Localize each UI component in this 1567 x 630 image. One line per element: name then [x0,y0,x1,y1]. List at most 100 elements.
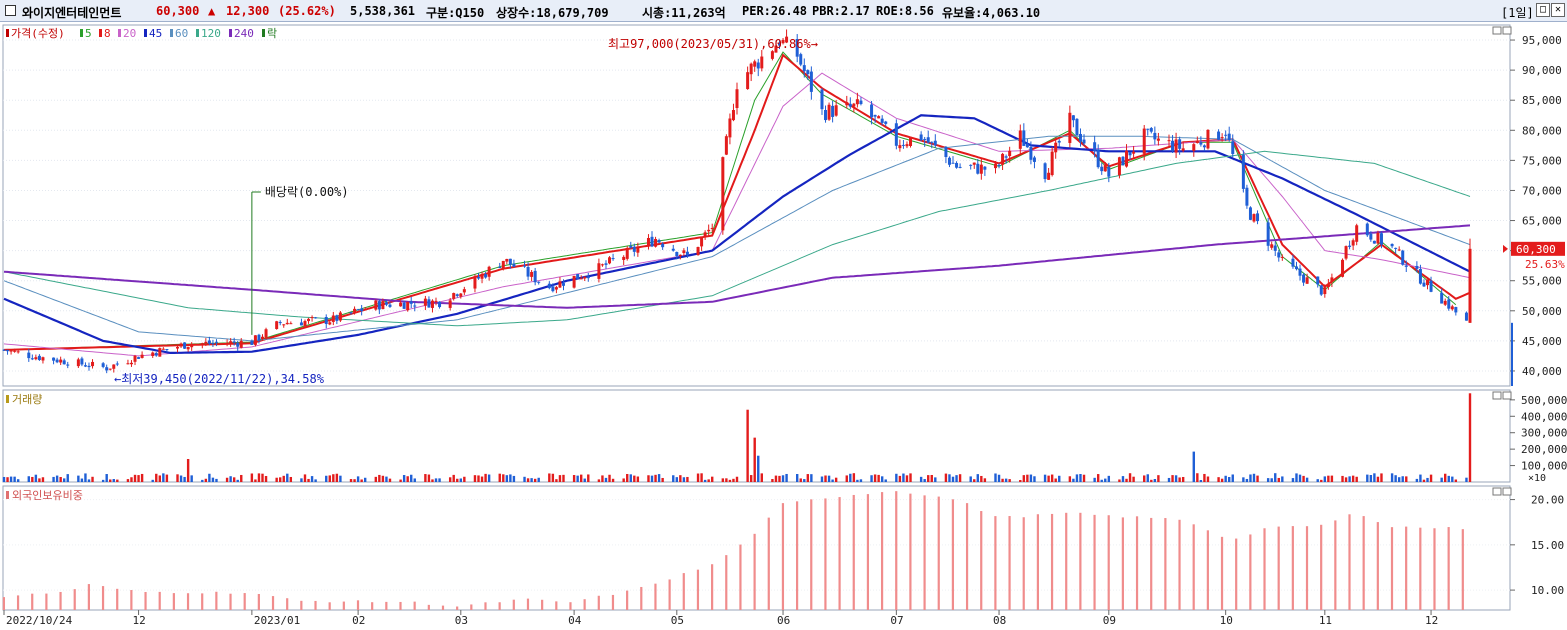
volume-bar [622,478,625,482]
candle-body [303,321,307,327]
volume-bar [633,475,636,482]
foreign-bar [626,590,629,610]
volume-bar [661,477,664,482]
volume-bar [310,476,314,482]
volume-bar [140,473,144,482]
candle-body [278,322,282,324]
volume-bar [608,474,611,482]
candle-body [1068,112,1072,143]
candle-body [133,355,137,362]
candle-body [1341,259,1345,277]
volume-bar [1330,475,1334,482]
x-tick-label: 05 [671,614,684,627]
volume-bar [1157,475,1160,482]
foreign-bar [300,600,303,610]
volume-bar [52,476,55,482]
candle-body [1344,246,1348,259]
volume-bar [502,474,505,482]
volume-bar [1380,473,1383,482]
candle-body [250,340,254,345]
foreign-bar [951,499,955,610]
volume-bar [38,478,41,482]
volume-bar [1072,478,1075,482]
volume-bar [381,475,385,482]
volume-bar [339,475,342,482]
legend-swatch [229,29,232,37]
period-selector[interactable]: [1일] [1501,6,1534,20]
candle-body [781,39,785,44]
volume-bar [895,473,898,482]
foreign-bar [895,491,898,610]
volume-bar [934,477,937,482]
volume-bar [831,479,834,482]
candle-body [112,364,116,369]
candle-body [455,294,459,296]
legend-swatch [196,29,199,37]
volume-bar [1150,479,1153,482]
candle-body [1171,140,1175,152]
foreign-bar [484,602,487,610]
candle-body [399,302,403,307]
candle-body [572,275,576,288]
volume-bar [1426,477,1429,482]
volume-bar [1355,476,1358,482]
volume-bar [629,474,632,482]
volume-bar [873,474,877,482]
volume-bar [810,474,813,482]
candle-body [423,298,427,306]
foreign-bar [1206,530,1209,610]
candle-body [473,276,477,289]
candle-body [785,36,789,43]
candle-body [1418,268,1422,284]
volume-bar [1320,479,1323,482]
close-icon[interactable]: ✕ [1551,3,1565,17]
foreign-bar [909,493,912,610]
volume-bar [1422,479,1426,482]
volume-bar [236,479,239,482]
volume-bar [1107,475,1111,482]
candle-body [901,144,905,146]
volume-bar [774,475,778,482]
candle-body [898,145,902,149]
volume-bar [682,477,686,482]
foreign-bar [1107,515,1110,610]
volume-bar [250,473,254,482]
candle-body [770,51,774,59]
volume-bar [1043,474,1047,482]
candle-body [1404,265,1408,267]
candle-body [1174,139,1178,153]
candle-body [275,321,279,329]
volume-bar [6,477,9,482]
candle-body [413,305,417,307]
volume-bar [983,478,987,482]
candle-body [969,164,973,166]
volume-bar [353,479,356,482]
volume-bar [1220,478,1224,482]
volume-bar [1270,478,1273,482]
candle-body [625,247,629,259]
volume-bar [827,475,831,482]
volume-bar [746,409,749,482]
select-checkbox[interactable] [5,5,16,16]
volume-bar [820,476,824,482]
candle-body [1146,128,1150,130]
foreign-bar [725,555,728,610]
candle-body [586,276,590,279]
volume-bar [179,475,183,482]
volume-bar [332,474,335,482]
candle-body [459,293,463,297]
foreign-bar [328,602,331,610]
candle-body [1093,142,1097,151]
candle-body [13,350,17,352]
volume-bar [211,477,215,482]
candle-body [824,109,828,121]
volume-bar [1316,479,1319,482]
maximize-icon[interactable]: □ [1536,3,1550,17]
volume-bar [711,476,714,482]
candle-body [1192,144,1196,151]
volume-bar [530,478,533,482]
candle-body [1018,130,1022,149]
volume-bar [264,475,268,482]
x-tick-label: 04 [568,614,582,627]
candle-body [1302,274,1306,283]
